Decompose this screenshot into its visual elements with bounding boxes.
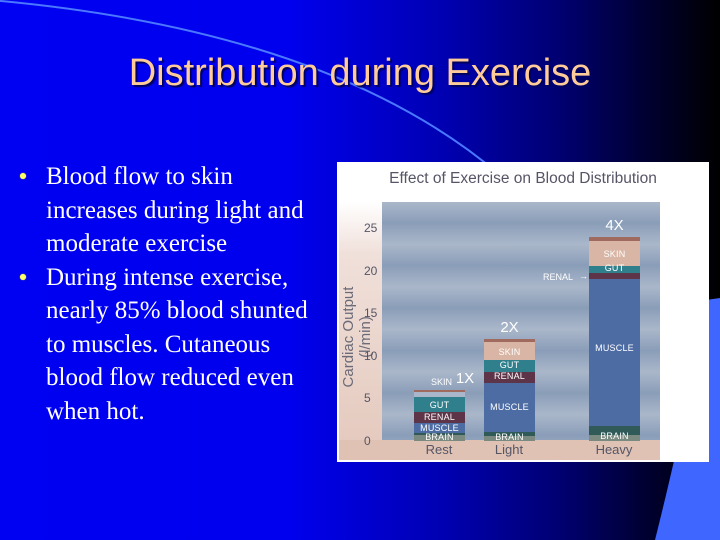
multiplier-heavy: 4X [605,217,624,234]
x-category-light: Light [494,442,524,457]
segment-gut: GUT [414,397,465,412]
x-category-heavy: Heavy [595,442,633,457]
y-tick: 15 [364,306,378,320]
x-category-rest: Rest [425,442,453,457]
segment-renal [589,273,640,279]
chart-title: Effect of Exercise on Blood Distribution [389,170,657,187]
segment-muscle: MUSCLE [484,383,535,432]
segment-renal: RENAL [414,412,465,423]
segment-brain: BRAIN [484,432,535,442]
segment-renal: RENAL [484,371,535,383]
y-tick: 10 [364,349,378,363]
segment-brain: BRAIN [414,432,465,442]
bullet-item: Blood flow to skin increases during ligh… [20,160,320,261]
segment-gut: GUT [484,360,535,372]
segment-skin: SKIN [484,342,535,360]
bar-heavy: SKIN GUT MUSCLE BRAIN [589,237,640,441]
annotation-heavy-renal: RENAL [543,272,574,282]
chart-figure: Effect of Exercise on Blood Distribution… [337,162,709,462]
segment-skin: SKIN [589,241,640,266]
segment-heart [484,432,535,436]
segment-skin [414,392,465,397]
segment-brain: BRAIN [589,431,640,441]
segment-heart [414,433,465,435]
segment-other [589,237,640,241]
y-axis-title: Cardiac Output (l/min) [340,286,374,388]
arrow-icon: → [579,271,588,281]
x-axis-band [339,440,660,460]
y-tick: 0 [364,434,371,448]
bar-light: SKIN GUT RENAL MUSCLE BRAIN [484,339,535,442]
bullet-list: Blood flow to skin increases during ligh… [20,160,320,428]
segment-other [484,339,535,342]
multiplier-rest: 1X [455,370,475,387]
segment-gut: GUT [589,263,640,273]
multiplier-light: 2X [500,319,519,336]
bullet-text: Blood flow to skin increases during ligh… [46,163,304,257]
segment-other [414,390,465,392]
slide-title: Distribution during Exercise [128,52,592,94]
bullet-text: During intense exercise, nearly 85% bloo… [46,263,308,425]
segment-heart [589,426,640,435]
y-tick: 20 [364,264,378,278]
y-tick: 25 [364,221,378,235]
y-axis-background [339,202,382,460]
bullet-item: During intense exercise, nearly 85% bloo… [20,261,320,429]
segment-muscle: MUSCLE [589,279,640,426]
bullet-dot-icon [20,173,26,179]
bullet-dot-icon [20,273,26,280]
segment-muscle: MUSCLE [414,423,465,433]
y-tick: 5 [364,391,371,405]
annotation-rest-skin: SKIN [431,377,453,387]
bar-rest: GUT RENAL MUSCLE BRAIN [414,390,465,442]
